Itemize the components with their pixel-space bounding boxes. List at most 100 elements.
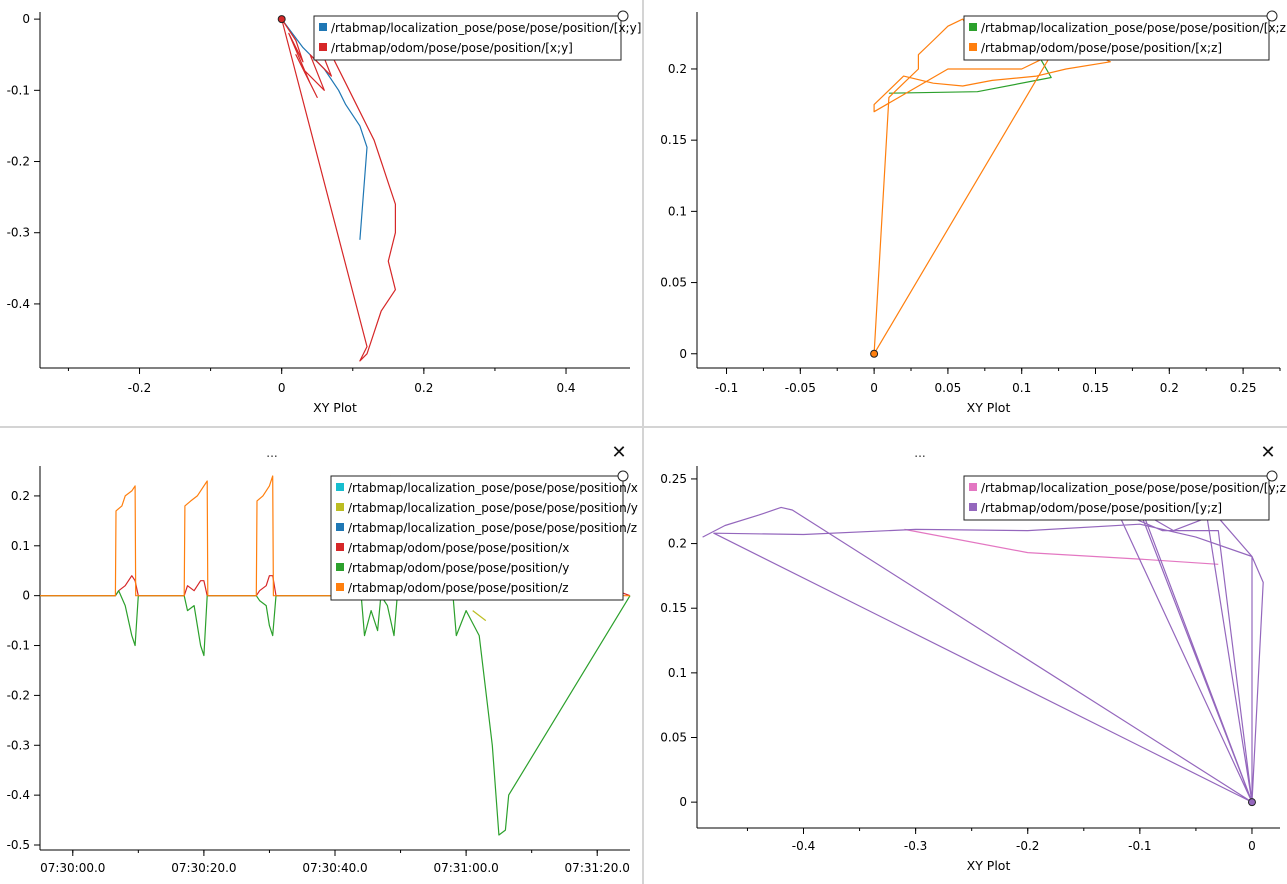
legend-move-handle[interactable] (1266, 470, 1278, 482)
legend-swatch (319, 43, 327, 51)
x-axis-title: XY Plot (313, 400, 357, 415)
x-tick-label: -0.05 (785, 381, 816, 395)
x-tick-label: 07:30:00.0 (40, 861, 105, 875)
legend-swatch (336, 583, 344, 591)
x-tick-label: 0 (870, 381, 878, 395)
x-tick-label: 0.4 (556, 381, 575, 395)
legend-label[interactable]: /rtabmap/odom/pose/pose/position/[y;z] (981, 501, 1222, 515)
y-tick-label: 0.1 (11, 539, 30, 553)
y-tick-label: -0.3 (7, 738, 30, 752)
plot-canvas[interactable]: -0.2 0 0.2 0.4 0 -0.1 -0.2 -0.3 -0.4 XY Plot/rtab… (0, 0, 642, 426)
legend-label[interactable]: /rtabmap/localization_pose/pose/pose/pos… (348, 501, 638, 515)
plot-panel-top-left[interactable]: -0.2 0 0.2 0.4 0 -0.1 -0.2 -0.3 -0.4 XY Plot/rtab… (0, 0, 642, 426)
legend-label[interactable]: /rtabmap/odom/pose/pose/position/[x;z] (981, 41, 1222, 55)
series-line (702, 497, 1264, 803)
x-tick-label: 0.15 (1082, 381, 1109, 395)
plot-panel-bottom-right[interactable]: -0.4 -0.3 -0.2 -0.1 0 0.25 0.2 0.15 0.1 0.05 0 XY P… (644, 428, 1287, 884)
x-tick-label: 0 (1248, 839, 1256, 853)
legend-box[interactable] (313, 15, 622, 61)
y-tick-label: -0.5 (7, 838, 30, 852)
y-tick-label: 0.05 (660, 731, 687, 745)
x-tick-label: 0 (278, 381, 286, 395)
x-axis-title: XY Plot (967, 400, 1011, 415)
series-line (40, 590, 631, 836)
series-line (888, 51, 1052, 94)
y-tick-label: -0.3 (7, 226, 30, 240)
y-tick-label: 0.15 (660, 133, 687, 147)
legend-swatch (336, 503, 344, 511)
origin-marker (1247, 798, 1256, 807)
legend-label[interactable]: /rtabmap/localization_pose/pose/pose/pos… (981, 481, 1287, 495)
y-tick-label: 0.2 (11, 489, 30, 503)
legend-box[interactable] (963, 475, 1270, 521)
legend-swatch (319, 23, 327, 31)
origin-marker (870, 349, 879, 358)
y-tick-label: 0.05 (660, 276, 687, 290)
legend-box[interactable] (963, 15, 1270, 61)
legend-box[interactable] (330, 475, 624, 601)
legend-swatch (336, 483, 344, 491)
plot-canvas[interactable]: -0.4 -0.3 -0.2 -0.1 0 0.25 0.2 0.15 0.1 0.05 0 XY P… (644, 428, 1287, 884)
plot-canvas[interactable]: -0.1 -0.05 0 0.05 0.1 0.15 0.2 0.25 0.2 0.15 0.1 0.… (644, 0, 1287, 426)
x-tick-label: -0.2 (1016, 839, 1039, 853)
panel-title: ... (266, 446, 277, 460)
y-tick-label: 0 (22, 589, 30, 603)
origin-marker (277, 15, 286, 24)
x-tick-label: -0.1 (715, 381, 738, 395)
x-tick-label: -0.2 (128, 381, 151, 395)
x-tick-label: 07:30:20.0 (171, 861, 236, 875)
x-axis-title: XY Plot (967, 858, 1011, 873)
y-tick-label: 0.1 (668, 666, 687, 680)
series-line (472, 610, 487, 622)
y-tick-label: -0.2 (7, 155, 30, 169)
legend-label[interactable]: /rtabmap/localization_pose/pose/pose/pos… (348, 521, 637, 535)
y-tick-label: -0.4 (7, 788, 30, 802)
series-line (281, 18, 396, 362)
series-line (281, 18, 368, 240)
plot-panel-bottom-left[interactable]: 07:30:00.0 07:30:20.0 07:30:40.0 07:31:00.0… (0, 428, 642, 884)
x-tick-label: 07:31:20.0 (565, 861, 630, 875)
legend-label[interactable]: /rtabmap/localization_pose/pose/pose/pos… (331, 21, 641, 35)
plot-panel-top-right[interactable]: -0.1 -0.05 0 0.05 0.1 0.15 0.2 0.25 0.2 0.15 0.1 0.… (644, 0, 1287, 426)
legend-swatch (969, 483, 977, 491)
series-line (873, 18, 1111, 355)
x-tick-label: 0.25 (1230, 381, 1257, 395)
x-tick-label: -0.3 (904, 839, 927, 853)
legend-swatch (969, 503, 977, 511)
x-tick-label: 0.05 (935, 381, 962, 395)
y-tick-label: -0.4 (7, 297, 30, 311)
legend-move-handle[interactable] (617, 10, 629, 22)
legend-label[interactable]: /rtabmap/localization_pose/pose/pose/pos… (981, 21, 1287, 35)
y-tick-label: 0.15 (660, 601, 687, 615)
legend-swatch (969, 43, 977, 51)
panel-title: ... (914, 446, 925, 460)
horizontal-splitter[interactable] (0, 426, 1287, 428)
x-tick-label: 0.2 (1160, 381, 1179, 395)
y-tick-label: 0.25 (660, 472, 687, 486)
legend-label[interactable]: /rtabmap/odom/pose/pose/position/z (348, 581, 569, 595)
legend-label[interactable]: /rtabmap/odom/pose/pose/position/y (348, 561, 569, 575)
series-line (904, 528, 1219, 565)
legend-label[interactable]: /rtabmap/odom/pose/pose/position/x (348, 541, 569, 555)
x-tick-label: 07:31:00.0 (433, 861, 498, 875)
y-tick-label: 0.2 (668, 62, 687, 76)
x-tick-label: -0.1 (1128, 839, 1151, 853)
x-tick-label: 07:30:40.0 (302, 861, 367, 875)
y-tick-label: -0.1 (7, 83, 30, 97)
vertical-splitter[interactable] (642, 0, 644, 884)
close-icon[interactable]: ✕ (1260, 442, 1275, 463)
legend-swatch (336, 543, 344, 551)
x-tick-label: 0.2 (414, 381, 433, 395)
y-tick-label: 0.2 (668, 537, 687, 551)
legend-swatch (336, 523, 344, 531)
x-tick-label: -0.4 (792, 839, 815, 853)
legend-label[interactable]: /rtabmap/localization_pose/pose/pose/pos… (348, 481, 638, 495)
legend-label[interactable]: /rtabmap/odom/pose/pose/position/[x;y] (331, 41, 573, 55)
plot-canvas[interactable]: 07:30:00.0 07:30:20.0 07:30:40.0 07:31:00.0… (0, 428, 642, 884)
close-icon[interactable]: ✕ (611, 442, 626, 463)
legend-move-handle[interactable] (1266, 10, 1278, 22)
x-tick-label: 0.1 (1012, 381, 1031, 395)
y-tick-label: 0.1 (668, 204, 687, 218)
legend-move-handle[interactable] (617, 470, 629, 482)
legend-swatch (969, 23, 977, 31)
